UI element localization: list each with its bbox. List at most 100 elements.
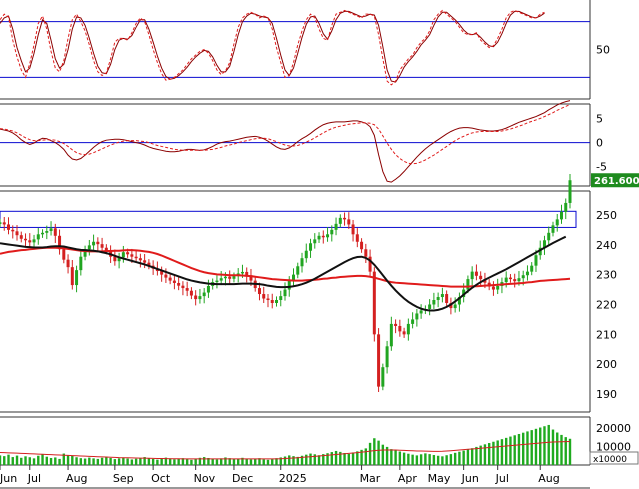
volume-bar — [419, 454, 423, 465]
volume-bar — [130, 459, 134, 465]
volume-bar — [407, 453, 410, 465]
volume-bar — [364, 448, 368, 465]
volume-bar — [305, 454, 308, 465]
volume-bar — [522, 432, 525, 465]
price-candle-body — [79, 256, 83, 271]
volume-bar — [190, 459, 193, 465]
price-candle-body — [317, 235, 321, 240]
price-candle-body — [181, 285, 185, 289]
price-candle-body — [206, 285, 210, 293]
price-candle-body — [177, 282, 181, 286]
volume-bar — [377, 440, 380, 465]
price-candle-body — [143, 260, 147, 263]
volume-bar — [279, 457, 282, 465]
price-ma-long-line — [0, 235, 567, 312]
y-tick-label: 190 — [596, 388, 617, 401]
volume-bar — [390, 449, 393, 465]
price-candle-body — [406, 323, 410, 335]
volume-bar — [96, 458, 100, 465]
price-candle-body — [402, 331, 406, 335]
price-candle-body — [338, 217, 342, 224]
volume-bar — [496, 440, 499, 465]
price-candle-body — [436, 297, 440, 301]
volume-bar — [560, 434, 563, 465]
volume-bar — [343, 453, 346, 465]
price-candle-body — [189, 290, 193, 296]
price-candle-body — [470, 271, 474, 280]
macd-line — [0, 100, 571, 183]
x-axis-month-label: May — [428, 472, 451, 485]
y-tick-label: 5 — [596, 113, 603, 126]
price-candle-body — [87, 245, 91, 250]
volume-bar — [530, 430, 533, 465]
price-candle-body — [274, 300, 278, 303]
volume-bar — [177, 458, 180, 465]
price-candle-body — [262, 294, 266, 299]
price-candle-body — [330, 229, 334, 235]
price-candle-body — [292, 274, 296, 281]
price-candle-body — [92, 241, 96, 246]
volume-bar — [334, 450, 338, 465]
volume-bar — [207, 457, 210, 465]
price-candle-body — [491, 286, 495, 290]
volume-bar — [381, 444, 385, 465]
price-candle-body — [534, 255, 538, 266]
volume-bar — [356, 451, 359, 465]
volume-bar — [245, 458, 248, 465]
price-candle-body — [462, 289, 466, 298]
price-candle-body — [194, 295, 198, 300]
volume-bar — [49, 457, 53, 465]
price-candle-body — [513, 279, 517, 282]
price-candle-body — [321, 235, 325, 238]
price-candle-body — [368, 256, 372, 272]
volume-bar — [288, 455, 291, 465]
price-candle-body — [202, 292, 206, 297]
price-candle-body — [432, 300, 436, 305]
price-candle-body — [279, 296, 283, 301]
volume-bar — [7, 454, 10, 465]
volume-bar — [517, 433, 521, 465]
volume-bar — [441, 456, 444, 465]
volume-bar — [185, 459, 189, 465]
volume-bar — [547, 424, 550, 465]
y-tick-label: 20000 — [596, 422, 631, 435]
volume-bar — [470, 448, 474, 465]
y-tick-label: 220 — [596, 299, 617, 312]
x-axis-month-label: Aug — [66, 472, 87, 485]
volume-bar — [181, 458, 185, 465]
price-candle-body — [266, 298, 270, 301]
volume-bar — [254, 458, 257, 465]
x-axis-month-label: Jul — [495, 472, 509, 485]
volume-bar — [266, 459, 270, 465]
price-candle-body — [538, 247, 542, 256]
volume-bar — [58, 458, 61, 465]
volume-bar — [202, 457, 206, 465]
volume-bar — [75, 457, 78, 465]
price-candle-body — [75, 270, 79, 286]
volume-bar — [432, 455, 436, 465]
price-candle-body — [377, 334, 381, 387]
volume-bar — [313, 454, 316, 465]
volume-bar — [445, 455, 448, 465]
volume-bar — [360, 449, 363, 465]
volume-bar — [385, 446, 389, 465]
price-candle-body — [313, 239, 317, 244]
volume-bar — [168, 458, 172, 465]
volume-bar — [249, 459, 253, 465]
price-candle-body — [296, 266, 300, 275]
price-candle-body — [113, 256, 117, 262]
y-tick-label: 210 — [596, 328, 617, 341]
volume-bar — [258, 458, 261, 465]
x-axis-month-label: Sep — [113, 472, 134, 485]
price-candle-body — [32, 239, 36, 243]
price-candle-body — [334, 223, 338, 230]
volume-bar — [117, 458, 121, 465]
volume-bar — [322, 454, 325, 465]
price-candle-body — [126, 252, 130, 255]
price-candle-body — [53, 228, 57, 236]
volume-bar — [219, 458, 223, 465]
price-candle-body — [304, 250, 308, 259]
price-candle-body — [223, 276, 227, 279]
price-candle-body — [466, 279, 470, 290]
volume-bar — [564, 437, 567, 465]
